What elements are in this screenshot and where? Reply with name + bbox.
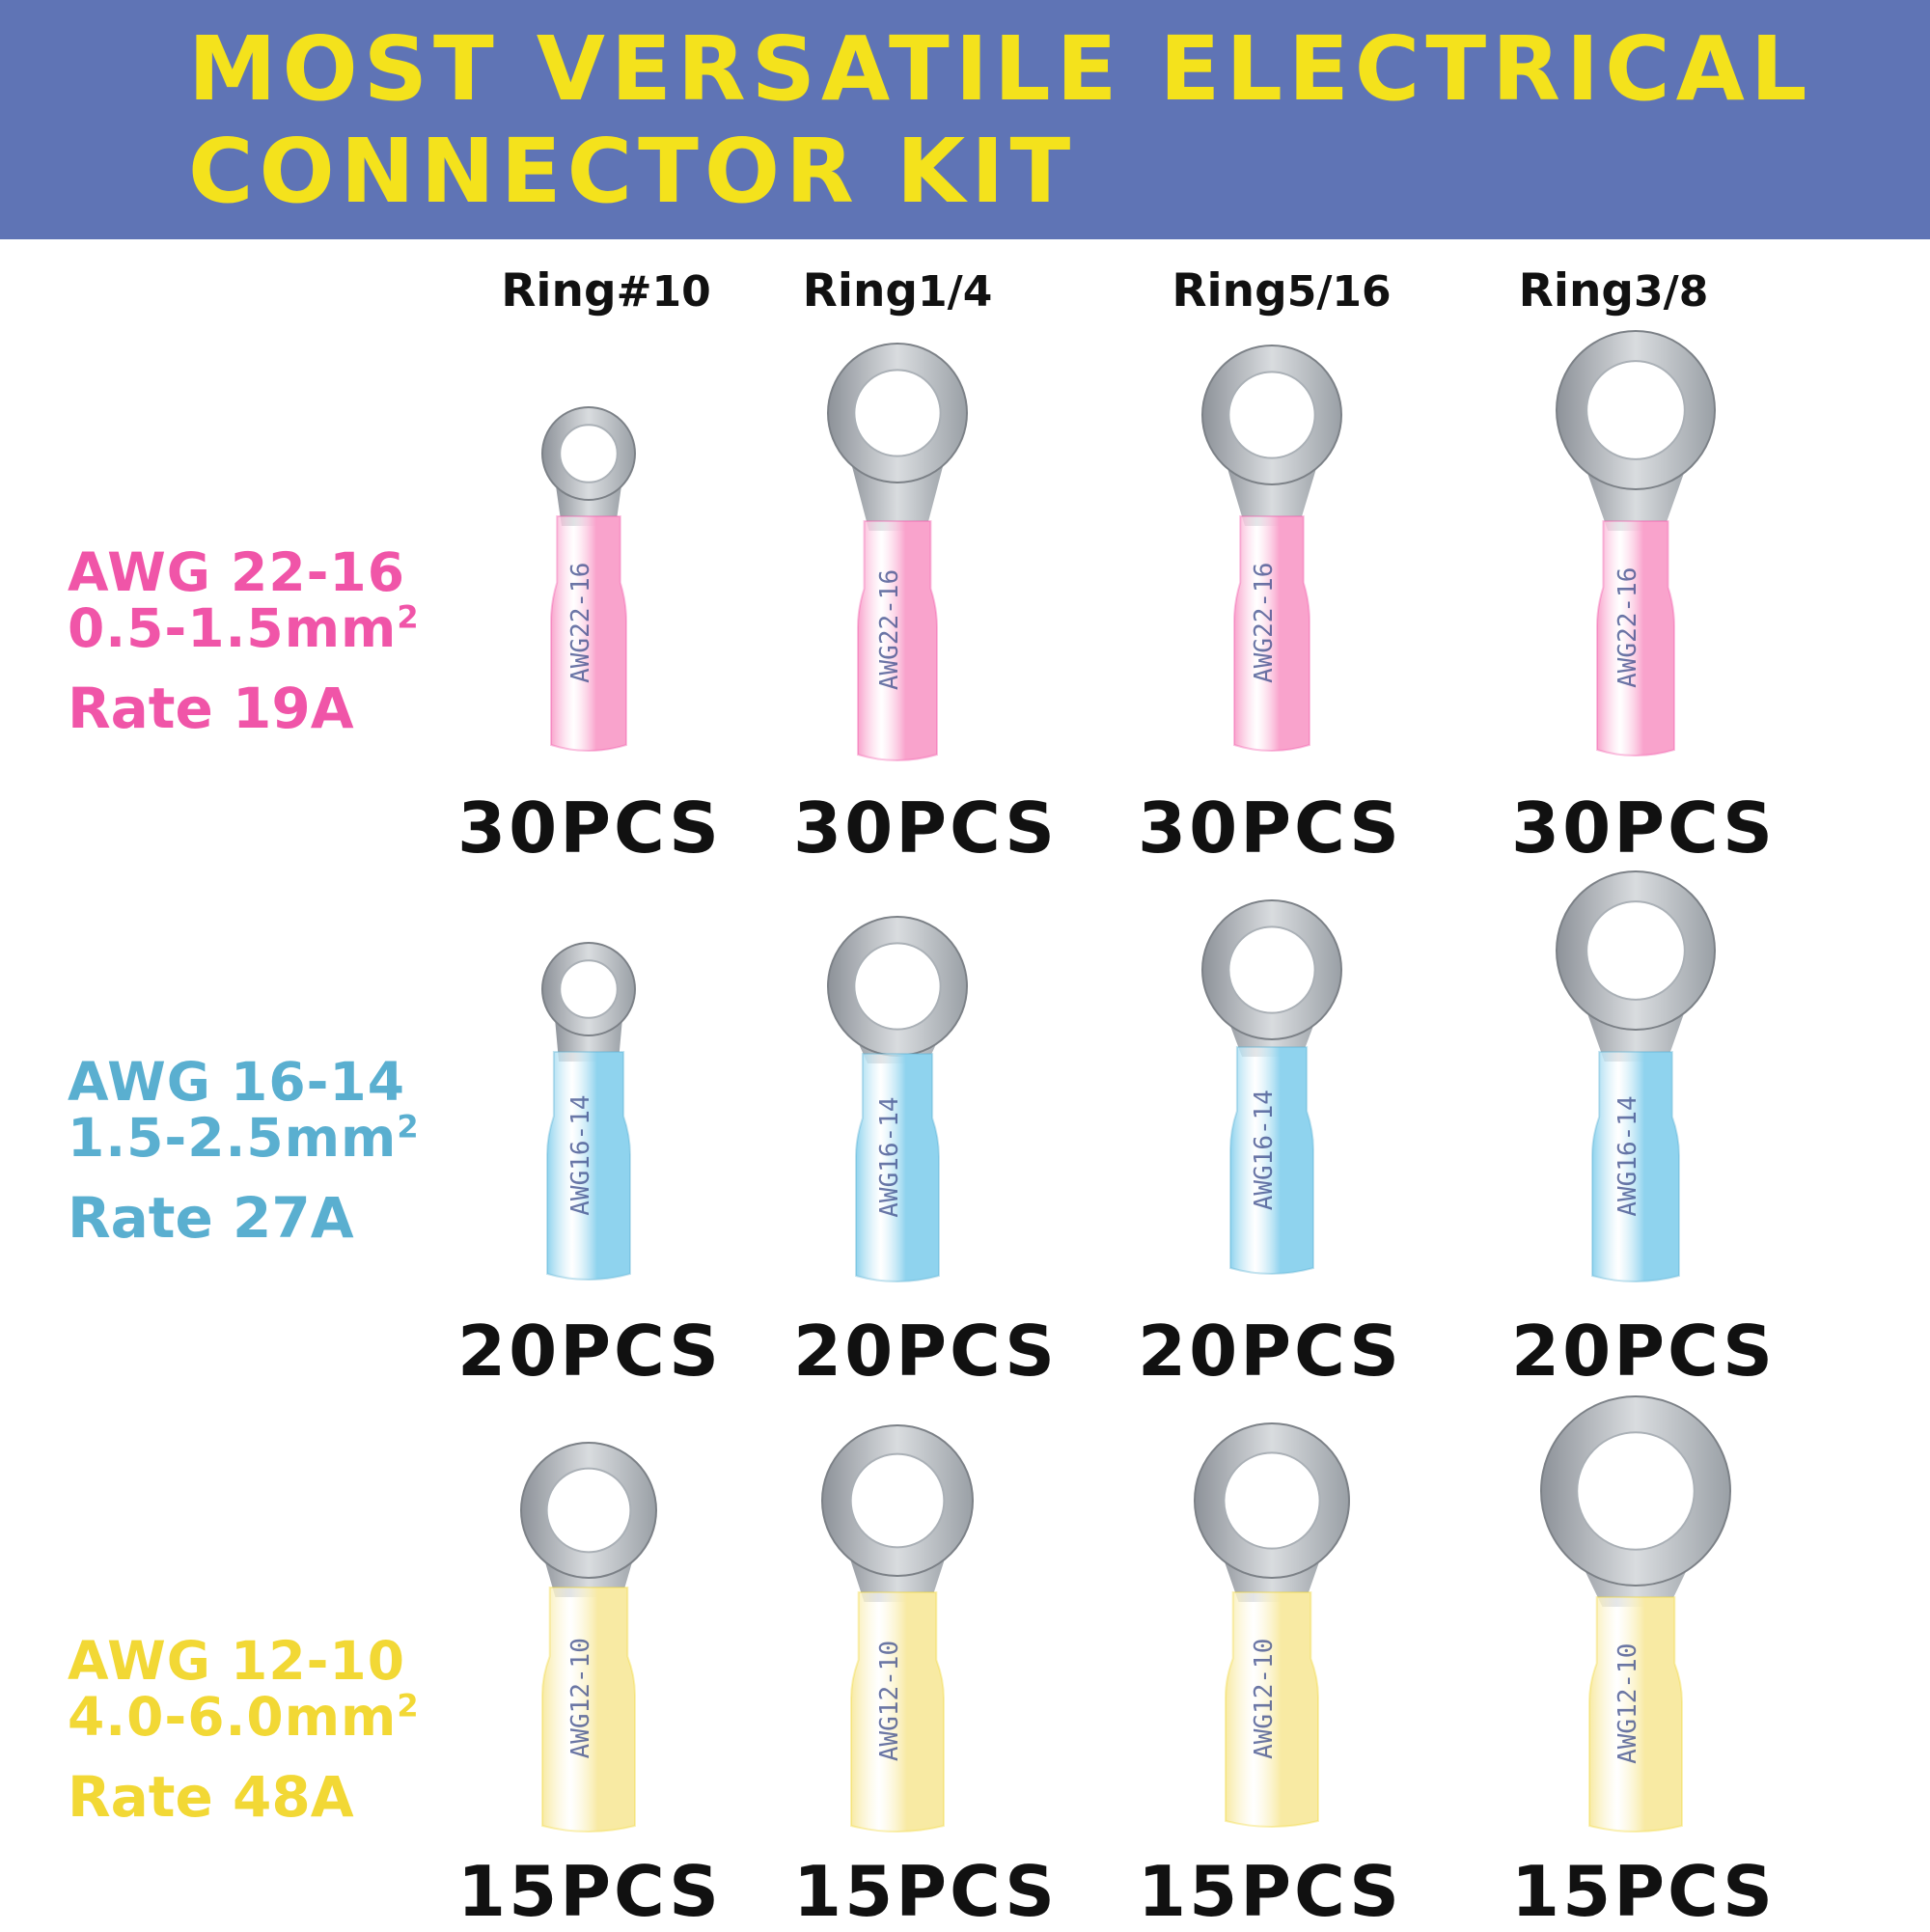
terminal-ring-hole <box>1227 925 1316 1014</box>
quantity-label: 30PCS <box>1138 787 1402 869</box>
terminal-sleeve <box>1591 1051 1680 1283</box>
terminal-ring-hole <box>1227 371 1316 459</box>
cross-section: 4.0-6.0mm2 <box>68 1689 419 1746</box>
terminal-ring-hole <box>849 1452 946 1549</box>
cross-section-value: 4.0-6.0mm <box>68 1685 398 1748</box>
title-line-1: MOST VERSATILE ELECTRICAL <box>188 17 1813 121</box>
column-label: Ring <box>501 264 617 317</box>
quantity-label: 20PCS <box>793 1311 1058 1392</box>
quantity-label: 30PCS <box>793 787 1058 869</box>
sleeve-print: AWG22-16 <box>1250 563 1279 683</box>
column-label: Ring <box>1518 264 1635 317</box>
column-label: Ring <box>1172 264 1287 317</box>
ring-terminal-icon: AWG16-14 <box>827 916 968 1283</box>
terminal-ring-hole <box>559 424 619 483</box>
ring-terminal-icon: AWG12-10 <box>1540 1395 1731 1833</box>
sleeve-print: AWG16-14 <box>1613 1095 1642 1216</box>
terminal-sleeve <box>857 520 938 761</box>
column-header-ring-1-4: Ring1/4 <box>753 268 1042 314</box>
sleeve-print: AWG22-16 <box>566 563 595 683</box>
spec-awg-16-14: AWG 16-14 1.5-2.5mm2 Rate 27A <box>68 1051 419 1251</box>
cross-section-value: 1.5-2.5mm <box>68 1106 398 1169</box>
terminal-sleeve <box>855 1053 940 1283</box>
column-label: Ring <box>802 264 919 317</box>
column-size: 1/4 <box>918 267 993 317</box>
awg-range: AWG 12-10 <box>68 1630 405 1692</box>
terminal-ring-hole <box>1223 1451 1321 1550</box>
ring-terminal-icon: AWG22-16 <box>1556 330 1716 757</box>
sleeve-print: AWG12-10 <box>566 1638 595 1758</box>
quantity-label: 20PCS <box>1511 1311 1776 1392</box>
terminal-sleeve <box>1588 1596 1683 1833</box>
spec-awg-12-10: AWG 12-10 4.0-6.0mm2 Rate 48A <box>68 1630 419 1830</box>
awg-range: AWG 22-16 <box>68 541 405 603</box>
terminal-ring-hole <box>1585 360 1686 460</box>
sleeve-print: AWG22-16 <box>1613 567 1642 688</box>
terminal-sleeve <box>1233 515 1310 752</box>
terminal-sleeve <box>546 1051 631 1281</box>
terminal-ring-hole <box>853 942 942 1031</box>
sleeve-print: AWG12-10 <box>875 1641 904 1761</box>
quantity-label: 30PCS <box>1511 787 1776 869</box>
ring-terminal-icon: AWG22-16 <box>827 343 968 761</box>
terminal-sleeve <box>1229 1046 1314 1275</box>
column-header-ring-3-8: Ring3/8 <box>1469 268 1758 314</box>
quantity-label: 15PCS <box>457 1851 722 1932</box>
ring-terminal-icon: AWG22-16 <box>1201 345 1342 752</box>
column-header-ring-5-16: Ring5/16 <box>1137 268 1426 314</box>
sleeve-print: AWG22-16 <box>875 569 904 690</box>
sleeve-print: AWG12-10 <box>1250 1639 1279 1759</box>
quantity-label: 15PCS <box>1138 1851 1402 1932</box>
quantity-label: 15PCS <box>1511 1851 1776 1932</box>
terminal-ring-hole <box>1585 900 1686 1001</box>
ring-terminal-icon: AWG22-16 <box>541 406 636 752</box>
terminal-ring-hole <box>545 1467 632 1554</box>
superscript: 2 <box>397 1687 420 1725</box>
terminal-sleeve <box>1225 1591 1319 1828</box>
cross-section-value: 0.5-1.5mm <box>68 596 398 659</box>
quantity-label: 30PCS <box>457 787 722 869</box>
terminal-sleeve <box>541 1587 636 1833</box>
terminal-sleeve <box>550 515 627 752</box>
sleeve-print: AWG16-14 <box>875 1096 904 1217</box>
ring-terminal-icon: AWG16-14 <box>1201 899 1342 1275</box>
ring-terminal-icon: AWG12-10 <box>520 1442 657 1833</box>
current-rating: Rate 19A <box>68 675 354 741</box>
cross-section: 1.5-2.5mm2 <box>68 1110 419 1167</box>
cross-section: 0.5-1.5mm2 <box>68 600 419 657</box>
terminal-sleeve <box>850 1591 945 1833</box>
terminal-ring-hole <box>1576 1431 1696 1551</box>
column-size: 3/8 <box>1634 267 1709 317</box>
current-rating: Rate 27A <box>68 1184 354 1251</box>
terminal-sleeve <box>1596 520 1675 757</box>
ring-terminal-icon: AWG12-10 <box>821 1424 974 1833</box>
sleeve-print: AWG16-14 <box>1250 1090 1279 1210</box>
quantity-label: 15PCS <box>793 1851 1058 1932</box>
terminal-ring-hole <box>559 959 619 1019</box>
sleeve-print: AWG12-10 <box>1613 1643 1642 1764</box>
ring-terminal-icon: AWG16-14 <box>541 942 636 1281</box>
spec-awg-22-16: AWG 22-16 0.5-1.5mm2 Rate 19A <box>68 541 419 741</box>
column-header-ring-10: Ring#10 <box>461 268 751 314</box>
quantity-label: 20PCS <box>457 1311 722 1392</box>
superscript: 2 <box>397 1108 420 1145</box>
title-banner: MOST VERSATILE ELECTRICAL CONNECTOR KIT <box>0 0 1930 239</box>
superscript: 2 <box>397 598 420 636</box>
column-size: #10 <box>616 267 711 317</box>
ring-terminal-icon: AWG16-14 <box>1556 870 1716 1283</box>
awg-range: AWG 16-14 <box>68 1051 405 1113</box>
sleeve-print: AWG16-14 <box>566 1094 595 1215</box>
terminal-ring-hole <box>853 369 942 457</box>
ring-terminal-icon: AWG12-10 <box>1194 1422 1350 1828</box>
current-rating: Rate 48A <box>68 1763 354 1830</box>
column-size: 5/16 <box>1286 267 1392 317</box>
title-line-2: CONNECTOR KIT <box>188 120 1077 223</box>
quantity-label: 20PCS <box>1138 1311 1402 1392</box>
